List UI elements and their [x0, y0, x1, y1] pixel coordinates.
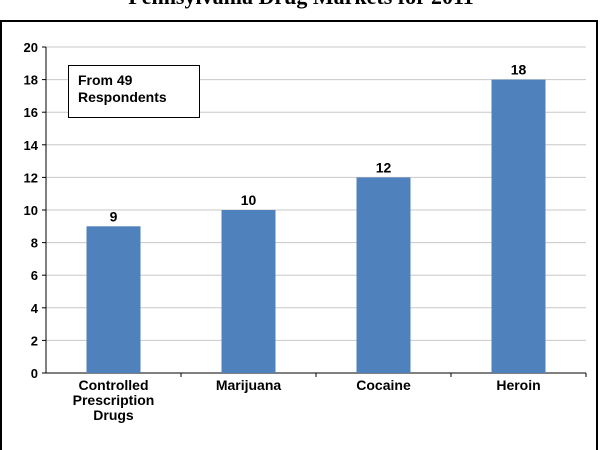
bar-0 — [86, 226, 141, 373]
y-tick-label: 2 — [31, 333, 38, 348]
x-tick-label-0: Prescription — [73, 392, 155, 408]
y-tick-label: 12 — [24, 170, 38, 185]
bar-chart: 0 2 4 6 8 10 12 14 16 18 20 9 ControlledPrescription… — [24, 40, 587, 423]
chart-frame — [0, 20, 598, 450]
y-tick-label: 8 — [31, 236, 38, 251]
bar-3 — [491, 79, 546, 373]
y-tick-label: 16 — [24, 105, 38, 120]
y-tick-label: 14 — [24, 138, 39, 153]
data-label-2: 12 — [376, 159, 392, 175]
y-tick-label: 10 — [24, 203, 38, 218]
annotation-line-2: Respondents — [78, 89, 167, 105]
y-tick-label: 4 — [31, 301, 39, 316]
x-tick-label-0: Controlled — [79, 377, 149, 393]
respondents-annotation: From 49 Respondents — [68, 65, 200, 118]
x-tick-label-1: Marijuana — [216, 377, 282, 393]
y-tick-label: 6 — [31, 268, 38, 283]
bar-2 — [356, 177, 411, 373]
bar-1 — [221, 210, 276, 373]
data-label-1: 10 — [241, 192, 257, 208]
data-label-0: 9 — [110, 208, 118, 224]
annotation-line-1: From 49 — [78, 72, 133, 88]
x-tick-label-0: Drugs — [93, 407, 134, 423]
x-tick-label-3: Heroin — [496, 377, 540, 393]
y-tick-label: 0 — [31, 366, 38, 381]
y-tick-label: 20 — [24, 40, 38, 55]
chart-title: Pennsylvania Drug Markets for 2011 — [0, 0, 602, 10]
x-tick-label-2: Cocaine — [356, 377, 411, 393]
y-tick-label: 18 — [24, 73, 38, 88]
data-label-3: 18 — [511, 62, 527, 78]
